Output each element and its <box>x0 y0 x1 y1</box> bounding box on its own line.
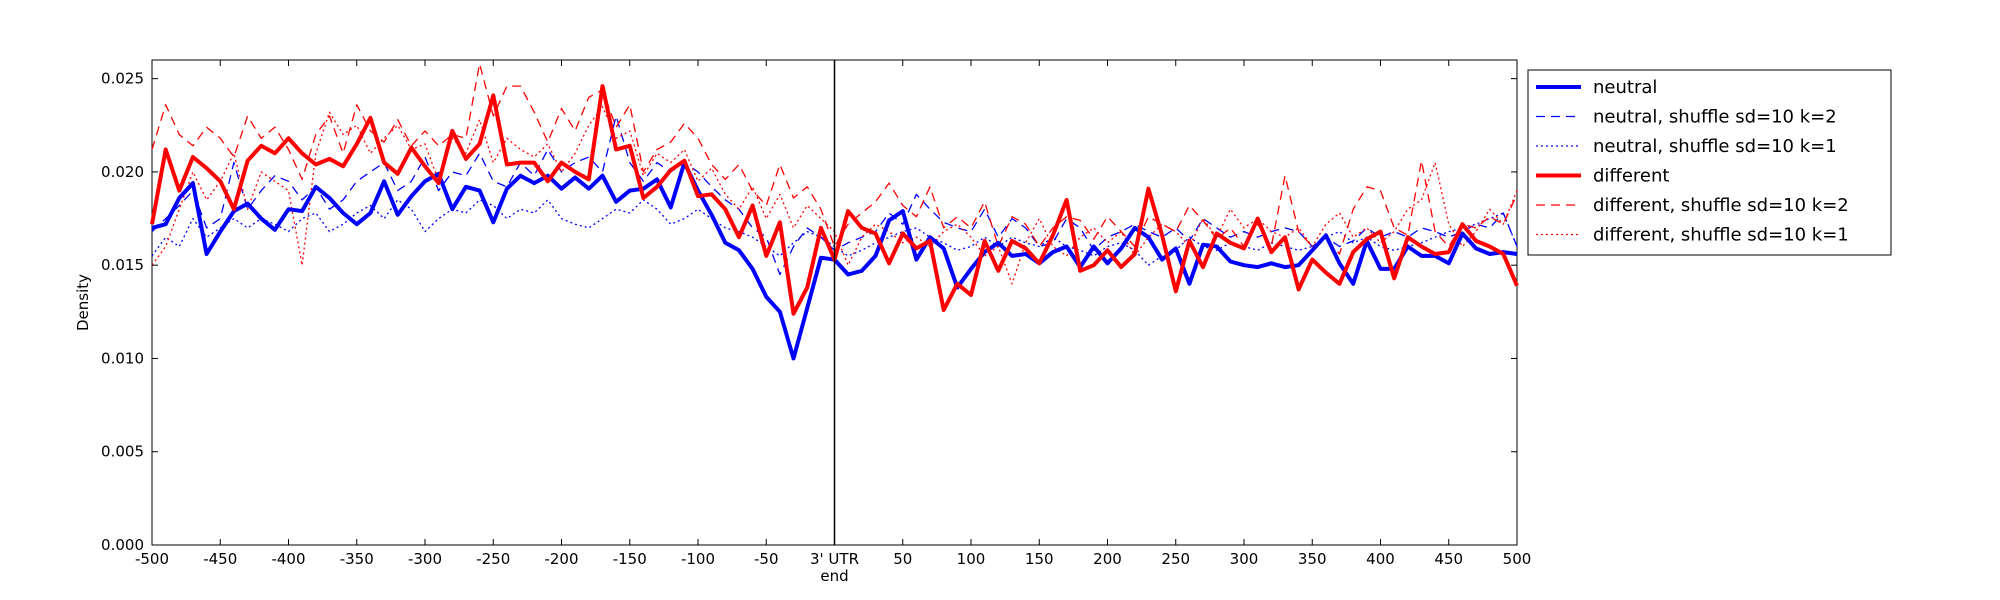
legend-label: neutral <box>1593 77 1657 98</box>
y-tick-label: 0.015 <box>101 256 144 274</box>
legend-label: neutral, shuffle sd=10 k=2 <box>1593 107 1837 128</box>
x-tick-label: 50 <box>893 550 912 568</box>
legend-label: different <box>1593 166 1669 187</box>
legend: neutral neutral, shuffle sd=10 k=2 neutral… <box>1527 69 1892 256</box>
y-tick-label: 0.000 <box>101 536 144 554</box>
y-tick-label: 0.005 <box>101 443 144 461</box>
x-tick-label: -100 <box>681 550 715 568</box>
x-tick-label: 250 <box>1161 550 1190 568</box>
x-tick-label: 3' UTR <box>810 550 859 568</box>
y-axis-ticks: 0.000 0.005 0.010 0.015 0.020 0.025 <box>101 70 1517 554</box>
x-tick-label: -400 <box>271 550 305 568</box>
x-tick-label: -250 <box>476 550 510 568</box>
y-tick-label: 0.020 <box>101 163 144 181</box>
legend-box <box>1527 69 1892 256</box>
x-tick-label: -450 <box>203 550 237 568</box>
x-tick-label: 300 <box>1230 550 1259 568</box>
x-tick-label: 100 <box>957 550 986 568</box>
x-tick-label: 500 <box>1503 550 1532 568</box>
x-tick-label: 350 <box>1298 550 1327 568</box>
legend-label: different, shuffle sd=10 k=2 <box>1593 195 1849 216</box>
x-tick-label: 150 <box>1025 550 1054 568</box>
x-tick-label: 400 <box>1366 550 1395 568</box>
y-axis-label: Density <box>74 274 92 331</box>
x-axis-ticks: -500 -450 -400 -350 -300 -250 -200 -150 -100 -50 3… <box>135 60 1531 568</box>
x-tick-label: -50 <box>754 550 779 568</box>
x-tick-label: -350 <box>340 550 374 568</box>
x-tick-label: 200 <box>1093 550 1122 568</box>
x-tick-sublabel: end <box>820 567 848 585</box>
x-tick-label: -150 <box>613 550 647 568</box>
y-tick-label: 0.010 <box>101 349 144 367</box>
legend-label: different, shuffle sd=10 k=1 <box>1593 225 1849 246</box>
x-tick-label: -300 <box>408 550 442 568</box>
y-tick-label: 0.025 <box>101 70 144 88</box>
legend-label: neutral, shuffle sd=10 k=1 <box>1593 136 1837 157</box>
x-tick-label: -500 <box>135 550 169 568</box>
x-tick-label: 450 <box>1434 550 1463 568</box>
x-tick-label: -200 <box>544 550 578 568</box>
